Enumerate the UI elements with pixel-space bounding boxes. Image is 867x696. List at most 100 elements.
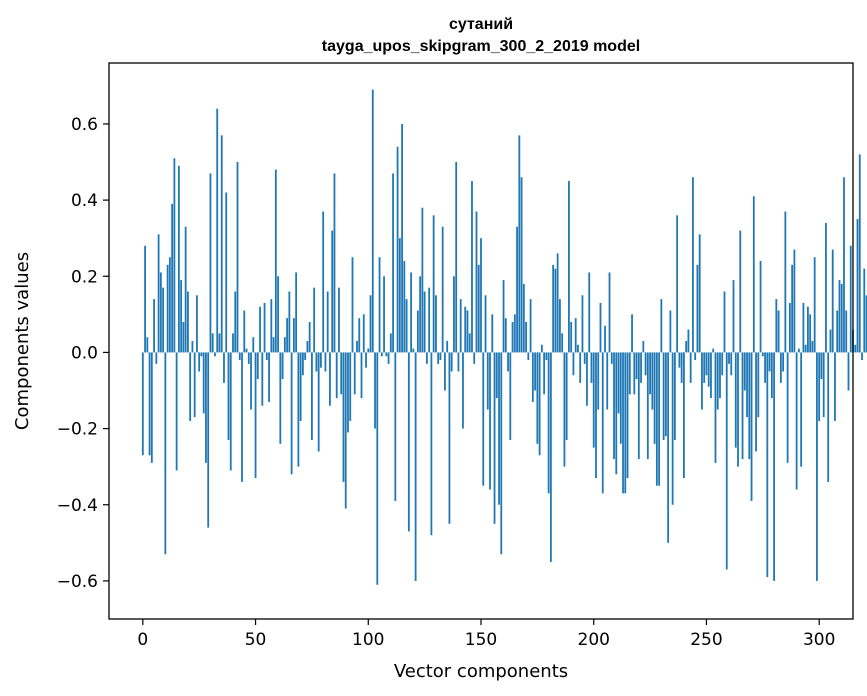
bar: [592, 352, 595, 448]
bar: [214, 352, 216, 357]
bar: [414, 352, 417, 581]
bar: [786, 352, 789, 463]
bar: [829, 329, 832, 353]
bar: [247, 352, 250, 364]
bar: [570, 321, 573, 353]
x-tick-label: 150: [465, 630, 497, 650]
bar: [516, 226, 518, 353]
bar: [450, 352, 453, 372]
bar: [800, 352, 803, 467]
bar: [644, 352, 647, 376]
bar: [732, 280, 735, 353]
bar: [637, 352, 640, 460]
bar: [383, 276, 385, 353]
bar: [509, 352, 512, 441]
y-axis-ticks: −0.6 −0.4 −0.2 0.0 0.2 0.4 0.6: [57, 115, 109, 592]
bar: [227, 352, 230, 441]
bar: [739, 230, 742, 353]
bar: [455, 162, 458, 353]
bar: [392, 173, 394, 353]
bar: [171, 203, 174, 353]
bar: [180, 280, 183, 353]
bar: [768, 352, 771, 372]
bar: [473, 352, 476, 364]
bar: [658, 352, 661, 486]
bar: [633, 352, 636, 395]
bar: [770, 352, 773, 399]
bar: [728, 352, 730, 364]
bar: [250, 352, 252, 410]
bar: [741, 352, 744, 460]
bar: [446, 341, 449, 353]
bar: [374, 352, 376, 429]
bar: [579, 352, 582, 383]
bar: [146, 337, 149, 353]
bar: [797, 348, 800, 353]
bar: [428, 287, 431, 353]
chart-title-line-2: tayga_upos_skipgram_300_2_2019 model: [322, 38, 640, 55]
bar: [423, 291, 426, 353]
bar: [858, 154, 861, 353]
bar: [453, 276, 455, 353]
bar: [270, 299, 273, 353]
bar: [394, 352, 397, 501]
bar: [241, 352, 243, 482]
bar: [254, 352, 257, 479]
bar: [416, 310, 419, 353]
bar: [723, 291, 726, 353]
bar: [504, 318, 507, 353]
bar: [669, 310, 672, 353]
bar: [606, 352, 609, 410]
bar: [403, 261, 406, 353]
bar: [236, 162, 239, 353]
bar: [502, 280, 505, 353]
bar: [175, 352, 178, 471]
bar: [777, 310, 780, 353]
bar: [259, 306, 261, 353]
bar: [405, 299, 408, 353]
bar: [315, 352, 318, 372]
bar: [610, 352, 613, 364]
bar: [655, 352, 658, 486]
bar: [671, 352, 674, 505]
y-tick-label: 0.2: [71, 267, 98, 287]
bar: [673, 352, 676, 441]
bar: [577, 344, 579, 353]
bar: [173, 158, 176, 353]
bar: [234, 291, 237, 353]
bar: [712, 348, 715, 353]
bar: [205, 352, 207, 463]
bar: [750, 352, 753, 501]
bar: [730, 352, 733, 376]
bar: [304, 352, 307, 361]
bar: [225, 192, 228, 353]
bar: [349, 352, 352, 421]
bar: [475, 211, 478, 353]
bar: [574, 318, 577, 353]
bar: [148, 352, 151, 456]
bar: [216, 108, 219, 353]
bar: [360, 352, 363, 399]
bar: [565, 352, 568, 441]
bar: [617, 352, 620, 414]
x-tick-label: 250: [690, 630, 722, 650]
bar: [685, 341, 688, 353]
bar: [387, 352, 390, 364]
bar: [622, 352, 624, 494]
bar: [202, 352, 205, 414]
bar: [313, 287, 316, 353]
bar: [329, 352, 331, 406]
bar: [200, 352, 203, 357]
bar: [184, 226, 187, 353]
bar: [714, 352, 717, 463]
bar: [845, 310, 848, 353]
bar: [703, 352, 706, 383]
bar: [209, 173, 212, 353]
bar: [705, 352, 708, 376]
bar: [268, 352, 270, 402]
bar: [613, 352, 615, 460]
bar: [664, 352, 667, 437]
bar: [153, 299, 155, 353]
bar: [344, 352, 347, 509]
bar: [507, 352, 509, 372]
